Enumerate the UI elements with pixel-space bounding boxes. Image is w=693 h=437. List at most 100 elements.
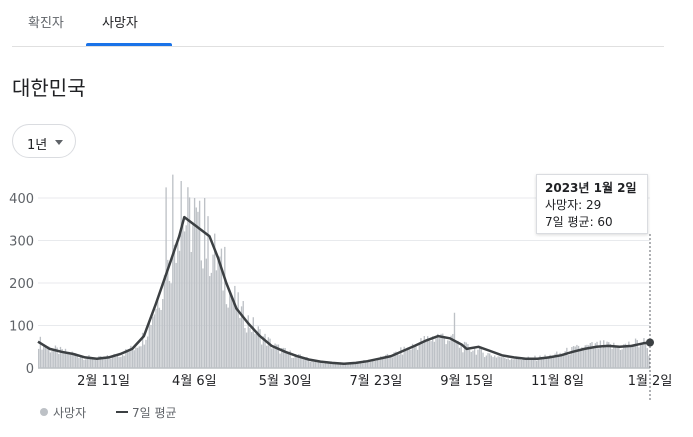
bar (277, 344, 280, 368)
bar (59, 346, 62, 368)
bar (500, 357, 503, 368)
bar (401, 354, 404, 368)
bar (416, 349, 419, 368)
bar (68, 351, 70, 368)
bar (131, 349, 134, 368)
bar (339, 362, 342, 368)
bar (609, 343, 612, 368)
bar (175, 262, 177, 368)
bar (490, 355, 493, 368)
bar (276, 344, 278, 368)
bar (425, 339, 427, 368)
deaths-chart[interactable]: 0 100 200 300 400 2월 11일 4월 6일 5월 30일 7월 23일 9월 … (0, 170, 693, 400)
bar (321, 361, 323, 368)
bar (93, 358, 95, 368)
bar (336, 362, 338, 368)
bar (185, 225, 187, 368)
bar (106, 355, 109, 368)
tooltip-avg: 7일 평균: 60 (545, 215, 613, 229)
bar (356, 362, 358, 368)
bar (73, 353, 75, 368)
bar (212, 254, 214, 368)
bar (591, 342, 593, 368)
bar (569, 354, 571, 368)
bar (227, 307, 229, 368)
bar (299, 354, 301, 368)
bar (512, 359, 514, 368)
period-select[interactable]: 1년 (12, 124, 76, 158)
bar (86, 358, 88, 368)
bar (222, 290, 224, 368)
bar (608, 342, 610, 368)
bar (183, 231, 186, 368)
bar (302, 359, 305, 368)
tab-deaths[interactable]: 사망자 (102, 16, 138, 31)
bar (354, 363, 357, 368)
bar (562, 353, 565, 368)
bar (167, 259, 169, 368)
bar (135, 347, 137, 368)
bar (594, 343, 597, 368)
bar (478, 346, 481, 368)
bar (220, 248, 223, 368)
bar (89, 356, 92, 368)
bar (475, 354, 477, 368)
hover-dot (646, 338, 654, 347)
bar (240, 306, 243, 369)
bar (432, 336, 434, 368)
bar (468, 349, 471, 368)
bar (502, 355, 504, 368)
bar (118, 357, 120, 368)
bar (525, 358, 528, 368)
legend-deaths[interactable]: 사망자 (40, 404, 86, 421)
bar (344, 362, 347, 368)
x-tick-label: 7월 23일 (350, 374, 403, 389)
bar (361, 363, 363, 368)
tab-cases[interactable]: 확진자 (28, 16, 64, 31)
bar (163, 275, 166, 368)
bar (499, 356, 501, 368)
bar (581, 347, 583, 368)
bar (229, 290, 231, 368)
bar (187, 187, 189, 368)
bar (643, 338, 645, 368)
bar (136, 347, 139, 368)
legend-avg[interactable]: 7일 평균 (116, 404, 177, 421)
bar (96, 358, 99, 368)
bar (567, 355, 570, 368)
x-tick-label: 9월 15일 (440, 374, 493, 389)
bar (61, 349, 63, 368)
bar (225, 304, 228, 368)
bar (202, 268, 204, 368)
bar (477, 349, 479, 368)
bar (482, 352, 484, 368)
bar (66, 353, 68, 368)
x-tick-label: 1월 2일 (628, 374, 673, 389)
bar (38, 348, 40, 368)
bar (398, 354, 400, 368)
bar (596, 341, 598, 368)
tab-bar: 확진자 사망자 (12, 0, 664, 47)
bar (566, 347, 568, 368)
bar (616, 346, 618, 368)
bar (390, 357, 392, 368)
bar (534, 355, 536, 368)
bar (644, 342, 647, 368)
bar (405, 350, 407, 368)
bar (631, 346, 633, 368)
bar (326, 361, 328, 368)
bar (301, 357, 303, 368)
bar (146, 336, 149, 368)
bar (209, 276, 211, 368)
bar (115, 356, 117, 368)
bar (168, 280, 171, 368)
bar (517, 358, 519, 368)
bar (628, 341, 630, 368)
bar (116, 354, 119, 368)
bar (396, 352, 399, 368)
bar (272, 346, 275, 368)
bar (145, 339, 147, 368)
tooltip-deaths: 사망자: 29 (545, 198, 602, 212)
bar (561, 353, 563, 368)
bar (369, 361, 372, 368)
